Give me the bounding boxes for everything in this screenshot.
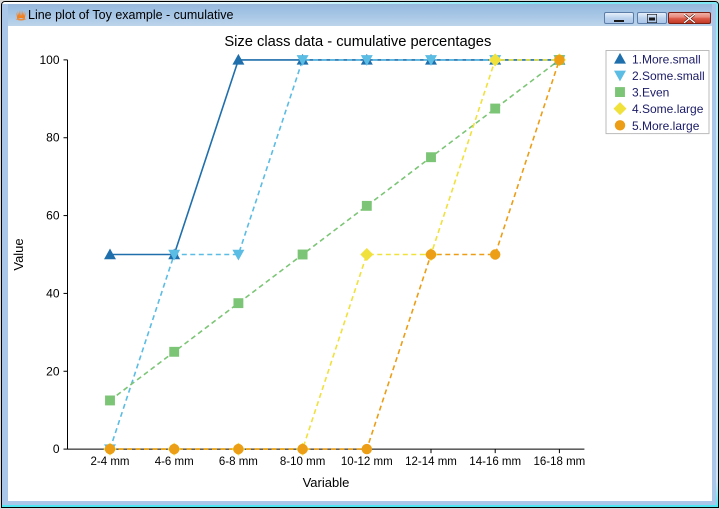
svg-text:Size class data - cumulative p: Size class data - cumulative percentages bbox=[224, 34, 491, 50]
svg-text:40: 40 bbox=[46, 286, 60, 300]
svg-text:0: 0 bbox=[53, 442, 60, 456]
svg-text:20: 20 bbox=[46, 364, 60, 378]
svg-text:14-16 mm: 14-16 mm bbox=[469, 456, 521, 468]
svg-text:4.Some.large: 4.Some.large bbox=[632, 102, 704, 116]
svg-text:12-14 mm: 12-14 mm bbox=[405, 456, 457, 468]
svg-text:2-4 mm: 2-4 mm bbox=[91, 456, 130, 468]
svg-text:8-10 mm: 8-10 mm bbox=[280, 456, 325, 468]
svg-text:5.More.large: 5.More.large bbox=[632, 119, 700, 133]
svg-text:10-12 mm: 10-12 mm bbox=[341, 456, 393, 468]
svg-text:6-8 mm: 6-8 mm bbox=[219, 456, 258, 468]
svg-text:60: 60 bbox=[46, 209, 60, 223]
svg-text:16-18 mm: 16-18 mm bbox=[534, 456, 586, 468]
svg-text:1.More.small: 1.More.small bbox=[632, 52, 701, 66]
svg-text:4-6 mm: 4-6 mm bbox=[155, 456, 194, 468]
svg-text:100: 100 bbox=[39, 53, 59, 67]
svg-text:3.Even: 3.Even bbox=[632, 86, 669, 100]
svg-text:80: 80 bbox=[46, 131, 60, 145]
svg-text:2.Some.small: 2.Some.small bbox=[632, 69, 705, 83]
svg-text:Variable: Variable bbox=[303, 475, 350, 490]
svg-text:Value: Value bbox=[11, 238, 26, 270]
